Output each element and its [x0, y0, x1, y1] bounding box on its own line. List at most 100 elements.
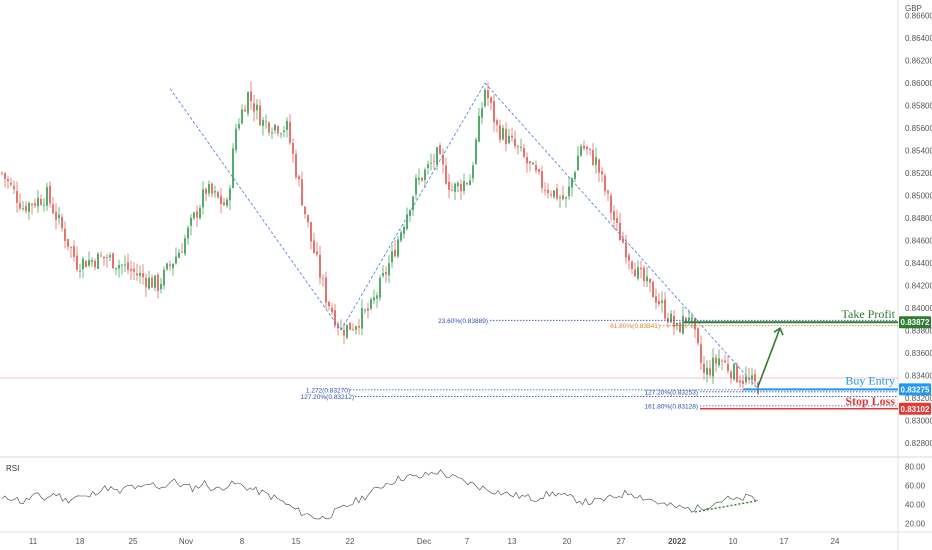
candle-body — [151, 277, 153, 288]
candle-body — [307, 214, 309, 223]
candle-body — [421, 177, 423, 181]
candle-body — [481, 108, 483, 118]
candle-body — [55, 211, 57, 220]
candle-body — [565, 197, 567, 199]
candle-body — [277, 126, 279, 134]
time-tick-label: 2022 — [668, 537, 686, 546]
candle-body — [4, 173, 6, 179]
candle-body — [163, 269, 165, 286]
candle-body — [205, 188, 207, 194]
time-tick-label: 18 — [76, 537, 85, 546]
candle-body — [625, 242, 627, 258]
candle-body — [715, 357, 717, 364]
rsi-panel[interactable] — [0, 458, 898, 532]
price-tick-label: 0.85800 — [905, 101, 932, 110]
candle-body — [697, 328, 699, 344]
candle-body — [628, 255, 630, 261]
take-profit-label: Take Profit — [842, 307, 896, 321]
candle-body — [166, 263, 168, 270]
candle-body — [679, 322, 681, 333]
candle-body — [145, 277, 147, 287]
candle-body — [523, 148, 525, 157]
candle-body — [127, 262, 129, 270]
candle-body — [418, 177, 420, 180]
candle-body — [334, 310, 336, 326]
price-tick-label: 0.85200 — [905, 169, 932, 178]
candle-body — [67, 238, 69, 247]
candle-body — [442, 155, 444, 165]
candle-body — [361, 308, 363, 329]
candle-body — [211, 183, 213, 194]
candle-body — [466, 182, 468, 185]
candle-body — [34, 203, 36, 206]
candle-body — [169, 264, 171, 266]
candle-body — [529, 161, 531, 164]
candle-body — [181, 251, 183, 253]
candle-body — [10, 182, 12, 185]
wave-line — [169, 88, 342, 331]
candle-body — [424, 169, 426, 180]
candle-body — [484, 89, 486, 107]
candle-body — [499, 125, 501, 140]
candle-body — [604, 175, 606, 192]
candle-body — [472, 165, 474, 179]
candle-body — [19, 203, 21, 209]
price-panel[interactable] — [0, 0, 898, 456]
price-axis-panel[interactable] — [898, 0, 932, 456]
candle-body — [91, 260, 93, 262]
candle-body — [448, 181, 450, 190]
candle-body — [505, 128, 507, 145]
candle-body — [124, 264, 126, 266]
price-tick-label: 0.84400 — [905, 259, 932, 268]
candle-body — [403, 227, 405, 234]
price-tick-label: 0.82800 — [905, 439, 932, 448]
candle-body — [649, 278, 651, 283]
candle-body — [751, 375, 753, 380]
candle-body — [634, 269, 636, 277]
candle-body — [373, 297, 375, 301]
candle-body — [325, 277, 327, 303]
candle-body — [226, 199, 228, 206]
price-tick-label: 0.84200 — [905, 281, 932, 290]
time-axis: 11 18 25 Nov 8 15 22 Dec 7 13 20 27 2022 10 17 24 — [29, 537, 840, 546]
candle-body — [175, 256, 177, 264]
candle-body — [574, 172, 576, 179]
candle-body — [187, 227, 189, 239]
candle-body — [301, 179, 303, 206]
candle-body — [451, 189, 453, 191]
candle-body — [430, 162, 432, 164]
candle-body — [490, 97, 492, 103]
candle-body — [217, 191, 219, 198]
rsi-tick-label: 60.00 — [905, 482, 926, 491]
time-tick-label: 8 — [240, 537, 245, 546]
candle-body — [106, 257, 108, 259]
candle-body — [463, 181, 465, 191]
candle-body — [592, 150, 594, 165]
candle-body — [25, 205, 27, 212]
candle-body — [352, 329, 354, 331]
target-arrow-head — [773, 327, 784, 336]
wave-lines-layer — [169, 82, 759, 390]
candle-body — [700, 344, 702, 363]
candle-body — [157, 274, 159, 292]
candle-body — [112, 253, 114, 269]
price-tick-label: 0.85600 — [905, 124, 932, 133]
rsi-tick-label: 20.00 — [905, 519, 926, 528]
candle-body — [511, 135, 513, 138]
candle-body — [70, 247, 72, 248]
candle-body — [553, 190, 555, 197]
candle-body — [1, 172, 3, 174]
rsi-layer: 80.00 60.00 40.00 20.00 — [1, 463, 926, 528]
candle-body — [130, 268, 132, 271]
candle-body — [286, 120, 288, 130]
candle-body — [268, 122, 270, 133]
candle-body — [349, 322, 351, 330]
candle-body — [328, 301, 330, 307]
candle-body — [643, 267, 645, 281]
candle-body — [646, 276, 648, 282]
candle-body — [532, 162, 534, 165]
candle-body — [517, 145, 519, 147]
price-tick-label: 0.83600 — [905, 349, 932, 358]
wave-line — [340, 82, 486, 331]
